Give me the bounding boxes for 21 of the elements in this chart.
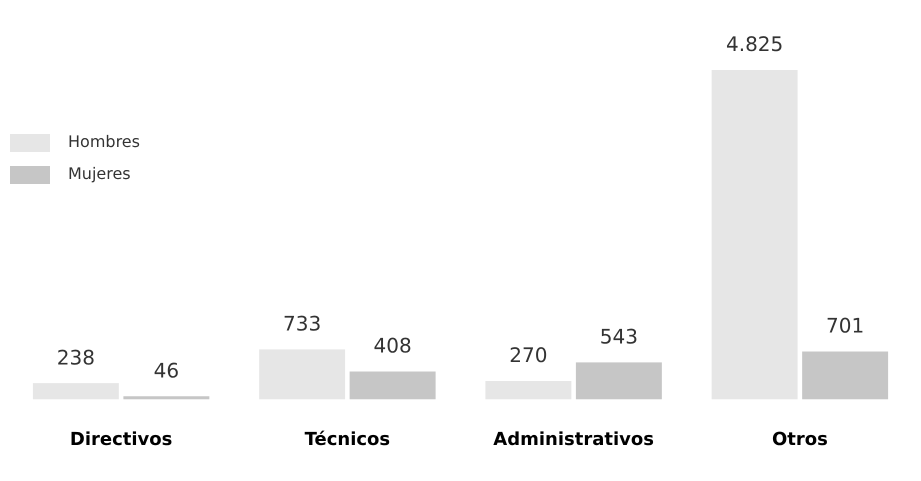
data-label: 408 bbox=[374, 334, 412, 358]
bar bbox=[259, 349, 346, 400]
data-label: 270 bbox=[509, 343, 548, 368]
bar bbox=[576, 362, 662, 400]
data-label: 4.825 bbox=[726, 32, 784, 56]
data-label: 543 bbox=[600, 324, 638, 349]
data-label: 733 bbox=[283, 312, 322, 336]
legend-label: Mujeres bbox=[68, 164, 131, 184]
bar bbox=[350, 372, 436, 400]
legend-label: Hombres bbox=[68, 132, 140, 152]
data-label: 701 bbox=[826, 314, 864, 338]
bar bbox=[712, 70, 798, 400]
x-tick-label: Directivos bbox=[70, 428, 172, 450]
data-label: 46 bbox=[154, 358, 180, 382]
bar bbox=[485, 380, 572, 400]
bar bbox=[802, 352, 888, 400]
x-tick-label: Técnicos bbox=[304, 428, 390, 450]
data-label: 238 bbox=[56, 345, 95, 370]
x-tick-label: Otros bbox=[772, 428, 828, 450]
bar bbox=[32, 383, 119, 400]
x-tick-label: Administrativos bbox=[493, 428, 654, 450]
